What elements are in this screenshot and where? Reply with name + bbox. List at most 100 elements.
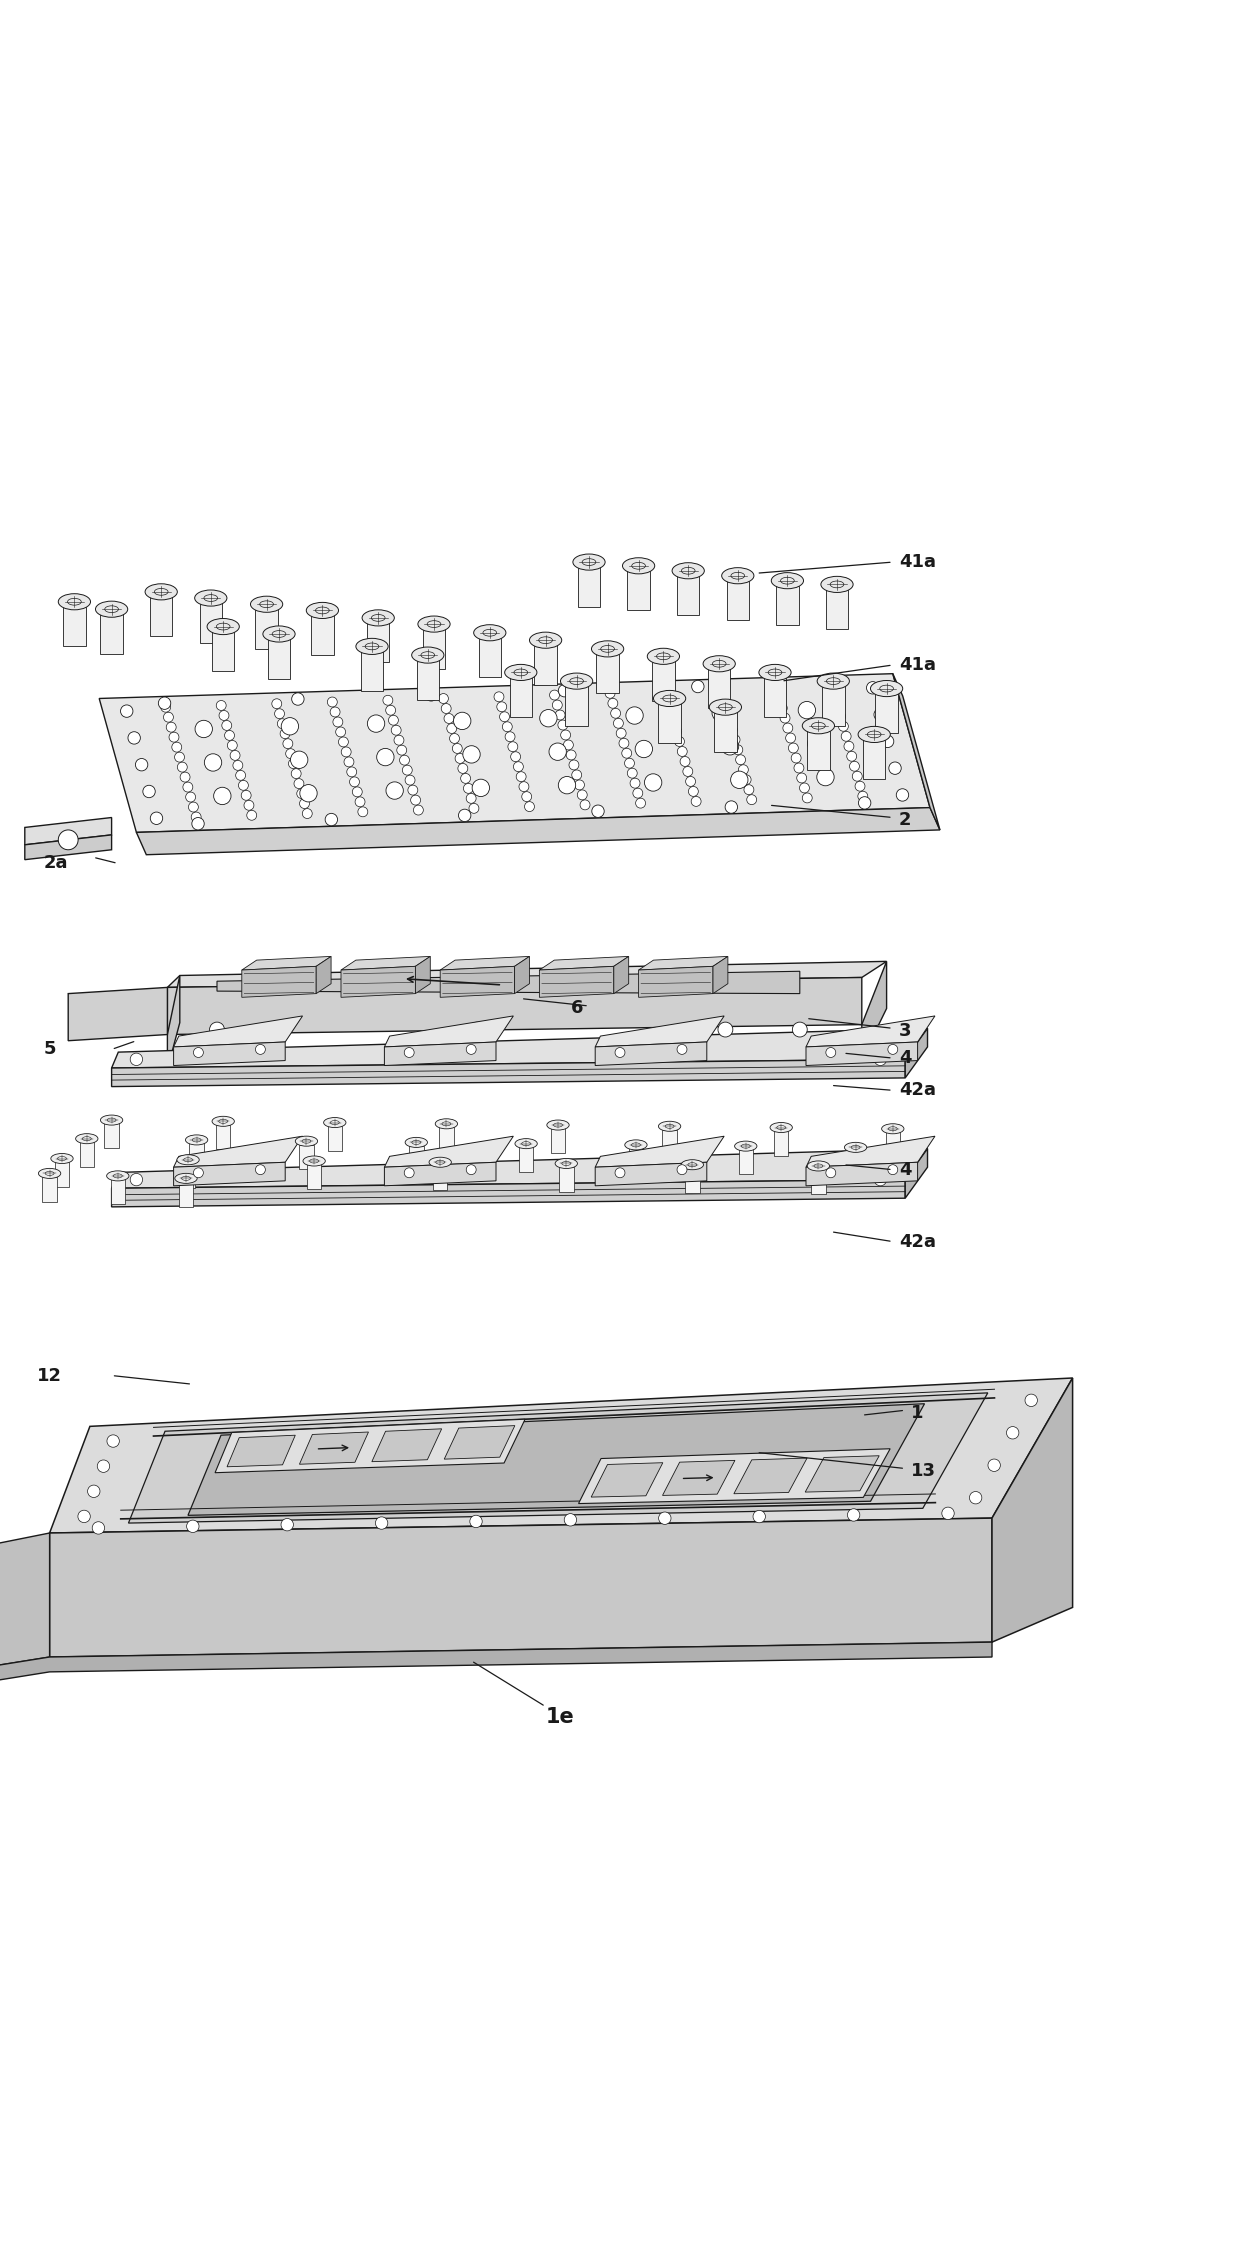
Circle shape (394, 734, 404, 746)
Polygon shape (100, 615, 123, 653)
Circle shape (833, 701, 843, 712)
Circle shape (867, 683, 879, 694)
Circle shape (143, 784, 155, 798)
Ellipse shape (306, 603, 339, 619)
Circle shape (556, 710, 565, 721)
Circle shape (746, 796, 756, 805)
Circle shape (404, 1168, 414, 1177)
Circle shape (500, 712, 510, 721)
Circle shape (408, 784, 418, 796)
Polygon shape (167, 976, 180, 1069)
Polygon shape (764, 678, 786, 716)
Circle shape (135, 759, 148, 771)
Polygon shape (112, 1148, 928, 1189)
Circle shape (605, 689, 615, 698)
Circle shape (130, 1053, 143, 1064)
Ellipse shape (529, 633, 562, 649)
Circle shape (807, 734, 825, 753)
Circle shape (558, 685, 570, 696)
Polygon shape (510, 678, 532, 716)
Circle shape (724, 714, 734, 725)
Ellipse shape (303, 1155, 325, 1166)
Circle shape (193, 1168, 203, 1177)
Ellipse shape (145, 583, 177, 599)
Polygon shape (534, 644, 557, 685)
Circle shape (210, 1022, 224, 1037)
Polygon shape (433, 1166, 448, 1191)
Circle shape (677, 1164, 687, 1175)
Polygon shape (439, 1128, 454, 1153)
Circle shape (332, 716, 342, 728)
Polygon shape (806, 1137, 935, 1166)
Circle shape (159, 696, 171, 710)
Polygon shape (415, 956, 430, 994)
Circle shape (404, 1049, 414, 1058)
Ellipse shape (195, 590, 227, 606)
Circle shape (683, 766, 693, 777)
Polygon shape (136, 807, 940, 854)
Text: 3: 3 (899, 1022, 911, 1040)
Circle shape (446, 723, 456, 734)
Circle shape (564, 1514, 577, 1526)
Circle shape (841, 732, 851, 741)
Polygon shape (174, 1017, 303, 1046)
Circle shape (219, 710, 229, 721)
Circle shape (794, 764, 804, 773)
Circle shape (874, 1053, 887, 1064)
Ellipse shape (658, 1121, 681, 1132)
Circle shape (294, 780, 304, 789)
Polygon shape (150, 597, 172, 637)
Ellipse shape (802, 719, 835, 735)
Ellipse shape (858, 725, 890, 744)
Circle shape (410, 796, 420, 805)
Circle shape (636, 798, 646, 809)
Circle shape (497, 703, 507, 712)
Circle shape (1007, 1426, 1019, 1440)
Polygon shape (242, 956, 331, 970)
Polygon shape (167, 960, 887, 988)
Circle shape (169, 732, 179, 741)
Polygon shape (662, 1130, 677, 1155)
Polygon shape (776, 585, 799, 626)
Circle shape (614, 719, 624, 728)
Polygon shape (893, 673, 940, 829)
Text: 5: 5 (43, 1040, 56, 1058)
Circle shape (578, 791, 588, 800)
Polygon shape (629, 1148, 644, 1173)
Circle shape (988, 1460, 1001, 1471)
Circle shape (717, 685, 727, 694)
Polygon shape (174, 1162, 285, 1187)
Circle shape (464, 784, 474, 793)
Circle shape (666, 707, 676, 716)
Polygon shape (440, 967, 515, 997)
Circle shape (792, 1022, 807, 1037)
Polygon shape (627, 570, 650, 610)
Circle shape (608, 698, 618, 707)
Circle shape (236, 771, 246, 780)
Ellipse shape (817, 673, 849, 689)
Circle shape (78, 1510, 91, 1523)
Circle shape (619, 739, 629, 748)
Circle shape (719, 694, 729, 705)
Polygon shape (255, 610, 278, 649)
Circle shape (283, 739, 293, 748)
Circle shape (88, 1485, 100, 1498)
Polygon shape (684, 1168, 699, 1193)
Ellipse shape (100, 1114, 123, 1125)
Circle shape (352, 786, 362, 798)
Polygon shape (539, 956, 629, 970)
Circle shape (280, 728, 290, 739)
Polygon shape (539, 967, 614, 997)
Circle shape (281, 719, 299, 735)
Ellipse shape (573, 554, 605, 570)
Circle shape (616, 728, 626, 739)
Circle shape (625, 759, 635, 768)
Polygon shape (112, 1180, 905, 1207)
Circle shape (742, 775, 751, 784)
Circle shape (782, 723, 792, 732)
Circle shape (780, 714, 790, 723)
Ellipse shape (429, 1157, 451, 1166)
Circle shape (233, 759, 243, 771)
Circle shape (722, 737, 739, 755)
Circle shape (753, 1510, 765, 1523)
